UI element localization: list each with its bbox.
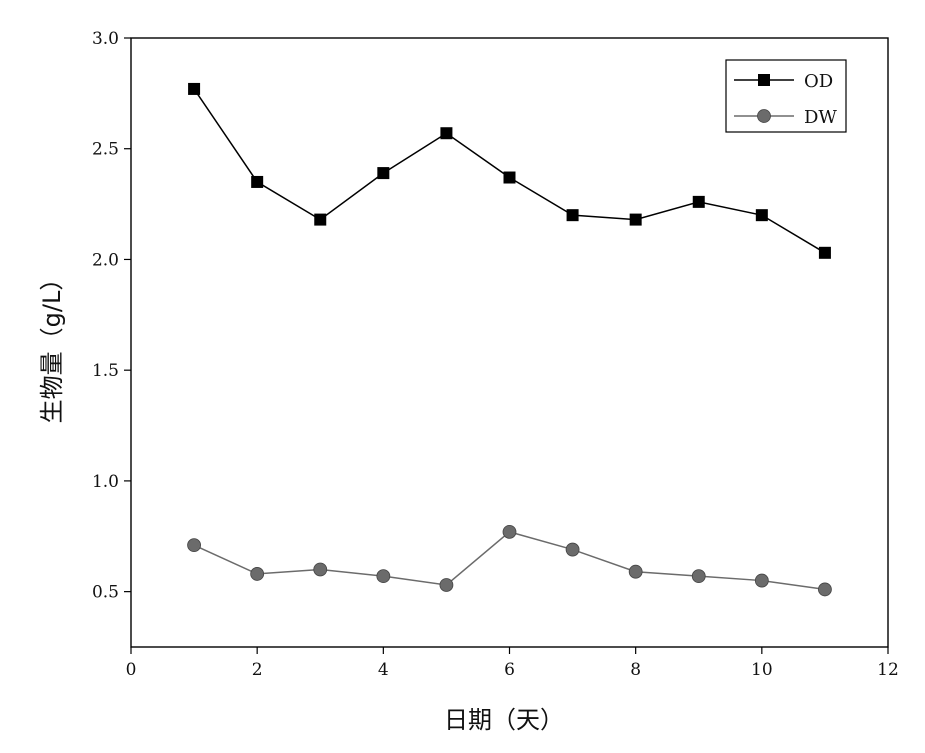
x-tick-label: 6 [504, 660, 515, 680]
point-dw [439, 578, 454, 592]
series-line-dw [193, 531, 826, 591]
point-od [188, 82, 201, 95]
point-dw [691, 569, 706, 584]
point-od [755, 209, 768, 222]
point-od [566, 209, 579, 222]
x-tick-label: 4 [378, 660, 389, 680]
series-layer [187, 82, 832, 597]
y-tick-label: 3.0 [92, 29, 119, 49]
point-dw [818, 582, 832, 597]
point-od [251, 175, 264, 188]
y-tick-label: 0.5 [92, 583, 119, 603]
point-dw [754, 573, 769, 588]
point-dw [313, 562, 328, 577]
point-od [377, 167, 390, 180]
legend-label-od: OD [804, 71, 833, 92]
y-tick-label: 2.5 [92, 140, 119, 160]
point-od [692, 195, 705, 208]
point-dw [628, 564, 643, 579]
point-dw [250, 567, 265, 581]
x-tick-label: 2 [252, 660, 263, 680]
point-dw [376, 569, 391, 584]
point-od [440, 127, 453, 140]
point-dw [565, 542, 580, 557]
y-axis-title: 生物量（g/L） [38, 267, 66, 424]
x-axis: 0 2 4 6 8 10 12 [126, 647, 899, 680]
x-tick-label: 0 [126, 660, 137, 680]
point-od [818, 246, 831, 259]
y-tick-label: 2.0 [92, 250, 119, 270]
legend: OD DW [725, 59, 847, 133]
point-od [503, 171, 516, 184]
x-tick-label: 12 [877, 660, 899, 680]
point-dw [187, 538, 201, 553]
legend-marker-od [758, 74, 770, 86]
x-axis-title: 日期（天） [444, 706, 564, 734]
y-tick-label: 1.5 [92, 361, 119, 381]
point-od [629, 213, 642, 226]
legend-box [725, 59, 847, 133]
point-dw [502, 524, 517, 539]
legend-marker-dw [757, 109, 771, 123]
y-axis: 0.5 1.0 1.5 2.0 2.5 3.0 [92, 29, 131, 603]
y-tick-label: 1.0 [92, 472, 119, 492]
point-od [314, 213, 327, 226]
legend-label-dw: DW [804, 107, 837, 128]
x-tick-label: 10 [751, 660, 773, 680]
x-tick-label: 8 [630, 660, 641, 680]
